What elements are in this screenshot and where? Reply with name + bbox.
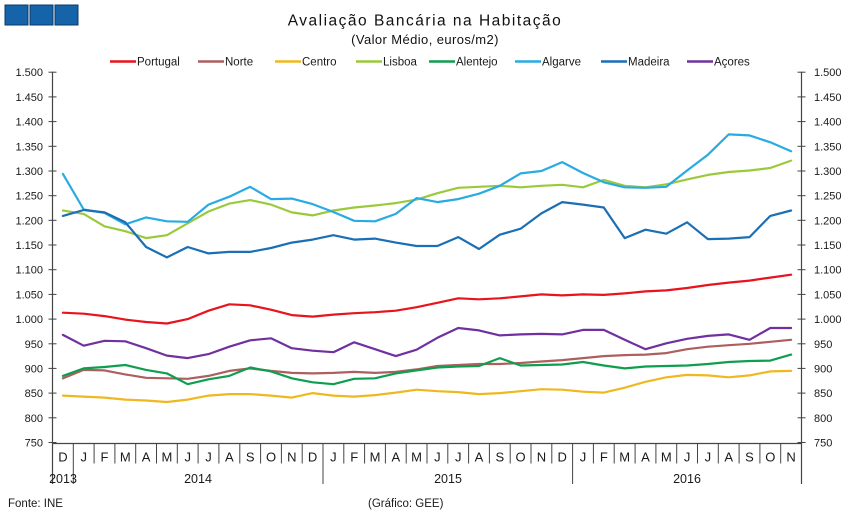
svg-text:1.400: 1.400: [814, 117, 842, 129]
svg-text:S: S: [246, 450, 255, 465]
svg-text:1.300: 1.300: [814, 166, 842, 178]
svg-text:A: A: [225, 450, 234, 465]
svg-text:1.250: 1.250: [814, 191, 842, 203]
svg-text:Centro: Centro: [302, 57, 337, 69]
svg-text:D: D: [308, 450, 317, 465]
svg-text:1.500: 1.500: [15, 67, 43, 79]
svg-text:M: M: [661, 450, 672, 465]
svg-text:J: J: [205, 450, 212, 465]
svg-text:Avaliação Bancária na Habitaçã: Avaliação Bancária na Habitação: [288, 13, 563, 30]
svg-text:Norte: Norte: [225, 57, 253, 69]
svg-text:S: S: [745, 450, 754, 465]
svg-text:M: M: [370, 450, 381, 465]
svg-text:A: A: [142, 450, 151, 465]
svg-text:D: D: [58, 450, 67, 465]
svg-text:M: M: [120, 450, 131, 465]
svg-text:1.400: 1.400: [15, 117, 43, 129]
svg-text:950: 950: [25, 339, 43, 351]
svg-text:F: F: [600, 450, 608, 465]
svg-text:1.100: 1.100: [15, 265, 43, 277]
svg-text:1.250: 1.250: [15, 191, 43, 203]
svg-text:1.200: 1.200: [814, 215, 842, 227]
svg-text:1.150: 1.150: [15, 240, 43, 252]
svg-text:J: J: [184, 450, 191, 465]
svg-text:A: A: [391, 450, 400, 465]
svg-text:M: M: [411, 450, 422, 465]
svg-text:Açores: Açores: [714, 57, 750, 69]
svg-text:1.200: 1.200: [15, 215, 43, 227]
svg-text:1.450: 1.450: [15, 92, 43, 104]
svg-text:Madeira: Madeira: [628, 57, 670, 69]
svg-text:1.150: 1.150: [814, 240, 842, 252]
svg-text:M: M: [161, 450, 172, 465]
svg-text:J: J: [330, 450, 337, 465]
svg-text:J: J: [455, 450, 462, 465]
svg-text:N: N: [537, 450, 546, 465]
svg-text:1.000: 1.000: [15, 314, 43, 326]
svg-text:A: A: [475, 450, 484, 465]
svg-text:2013: 2013: [49, 472, 77, 486]
svg-text:2016: 2016: [673, 472, 701, 486]
svg-text:Alentejo: Alentejo: [456, 57, 498, 69]
svg-text:D: D: [558, 450, 567, 465]
svg-text:O: O: [266, 450, 276, 465]
svg-text:O: O: [516, 450, 526, 465]
svg-text:J: J: [684, 450, 691, 465]
svg-text:1.100: 1.100: [814, 265, 842, 277]
svg-text:850: 850: [814, 388, 832, 400]
svg-text:(Valor Médio, euros/m2): (Valor Médio, euros/m2): [351, 32, 499, 47]
svg-text:F: F: [350, 450, 358, 465]
svg-text:850: 850: [25, 388, 43, 400]
svg-text:1.050: 1.050: [15, 289, 43, 301]
svg-text:1.300: 1.300: [15, 166, 43, 178]
svg-text:A: A: [724, 450, 733, 465]
svg-text:1.350: 1.350: [15, 141, 43, 153]
svg-text:1.000: 1.000: [814, 314, 842, 326]
svg-text:900: 900: [25, 363, 43, 375]
svg-text:M: M: [619, 450, 630, 465]
svg-text:1.050: 1.050: [814, 289, 842, 301]
svg-text:S: S: [495, 450, 504, 465]
svg-text:Algarve: Algarve: [542, 57, 581, 69]
svg-text:J: J: [434, 450, 441, 465]
svg-text:950: 950: [814, 339, 832, 351]
svg-text:A: A: [641, 450, 650, 465]
svg-text:1.350: 1.350: [814, 141, 842, 153]
svg-text:N: N: [786, 450, 795, 465]
svg-text:J: J: [705, 450, 712, 465]
svg-text:J: J: [580, 450, 587, 465]
svg-text:J: J: [80, 450, 87, 465]
svg-text:O: O: [765, 450, 775, 465]
svg-text:750: 750: [814, 438, 832, 450]
svg-text:Portugal: Portugal: [137, 57, 180, 69]
svg-text:800: 800: [25, 413, 43, 425]
svg-text:Lisboa: Lisboa: [383, 57, 417, 69]
svg-text:1.450: 1.450: [814, 92, 842, 104]
svg-text:750: 750: [25, 438, 43, 450]
svg-text:F: F: [101, 450, 109, 465]
svg-text:(Gráfico: GEE): (Gráfico: GEE): [368, 498, 444, 510]
svg-text:2015: 2015: [434, 472, 462, 486]
svg-text:Fonte: INE: Fonte: INE: [8, 498, 63, 510]
svg-text:2014: 2014: [184, 472, 212, 486]
svg-text:800: 800: [814, 413, 832, 425]
svg-text:1.500: 1.500: [814, 67, 842, 79]
svg-text:900: 900: [814, 363, 832, 375]
svg-text:N: N: [287, 450, 296, 465]
